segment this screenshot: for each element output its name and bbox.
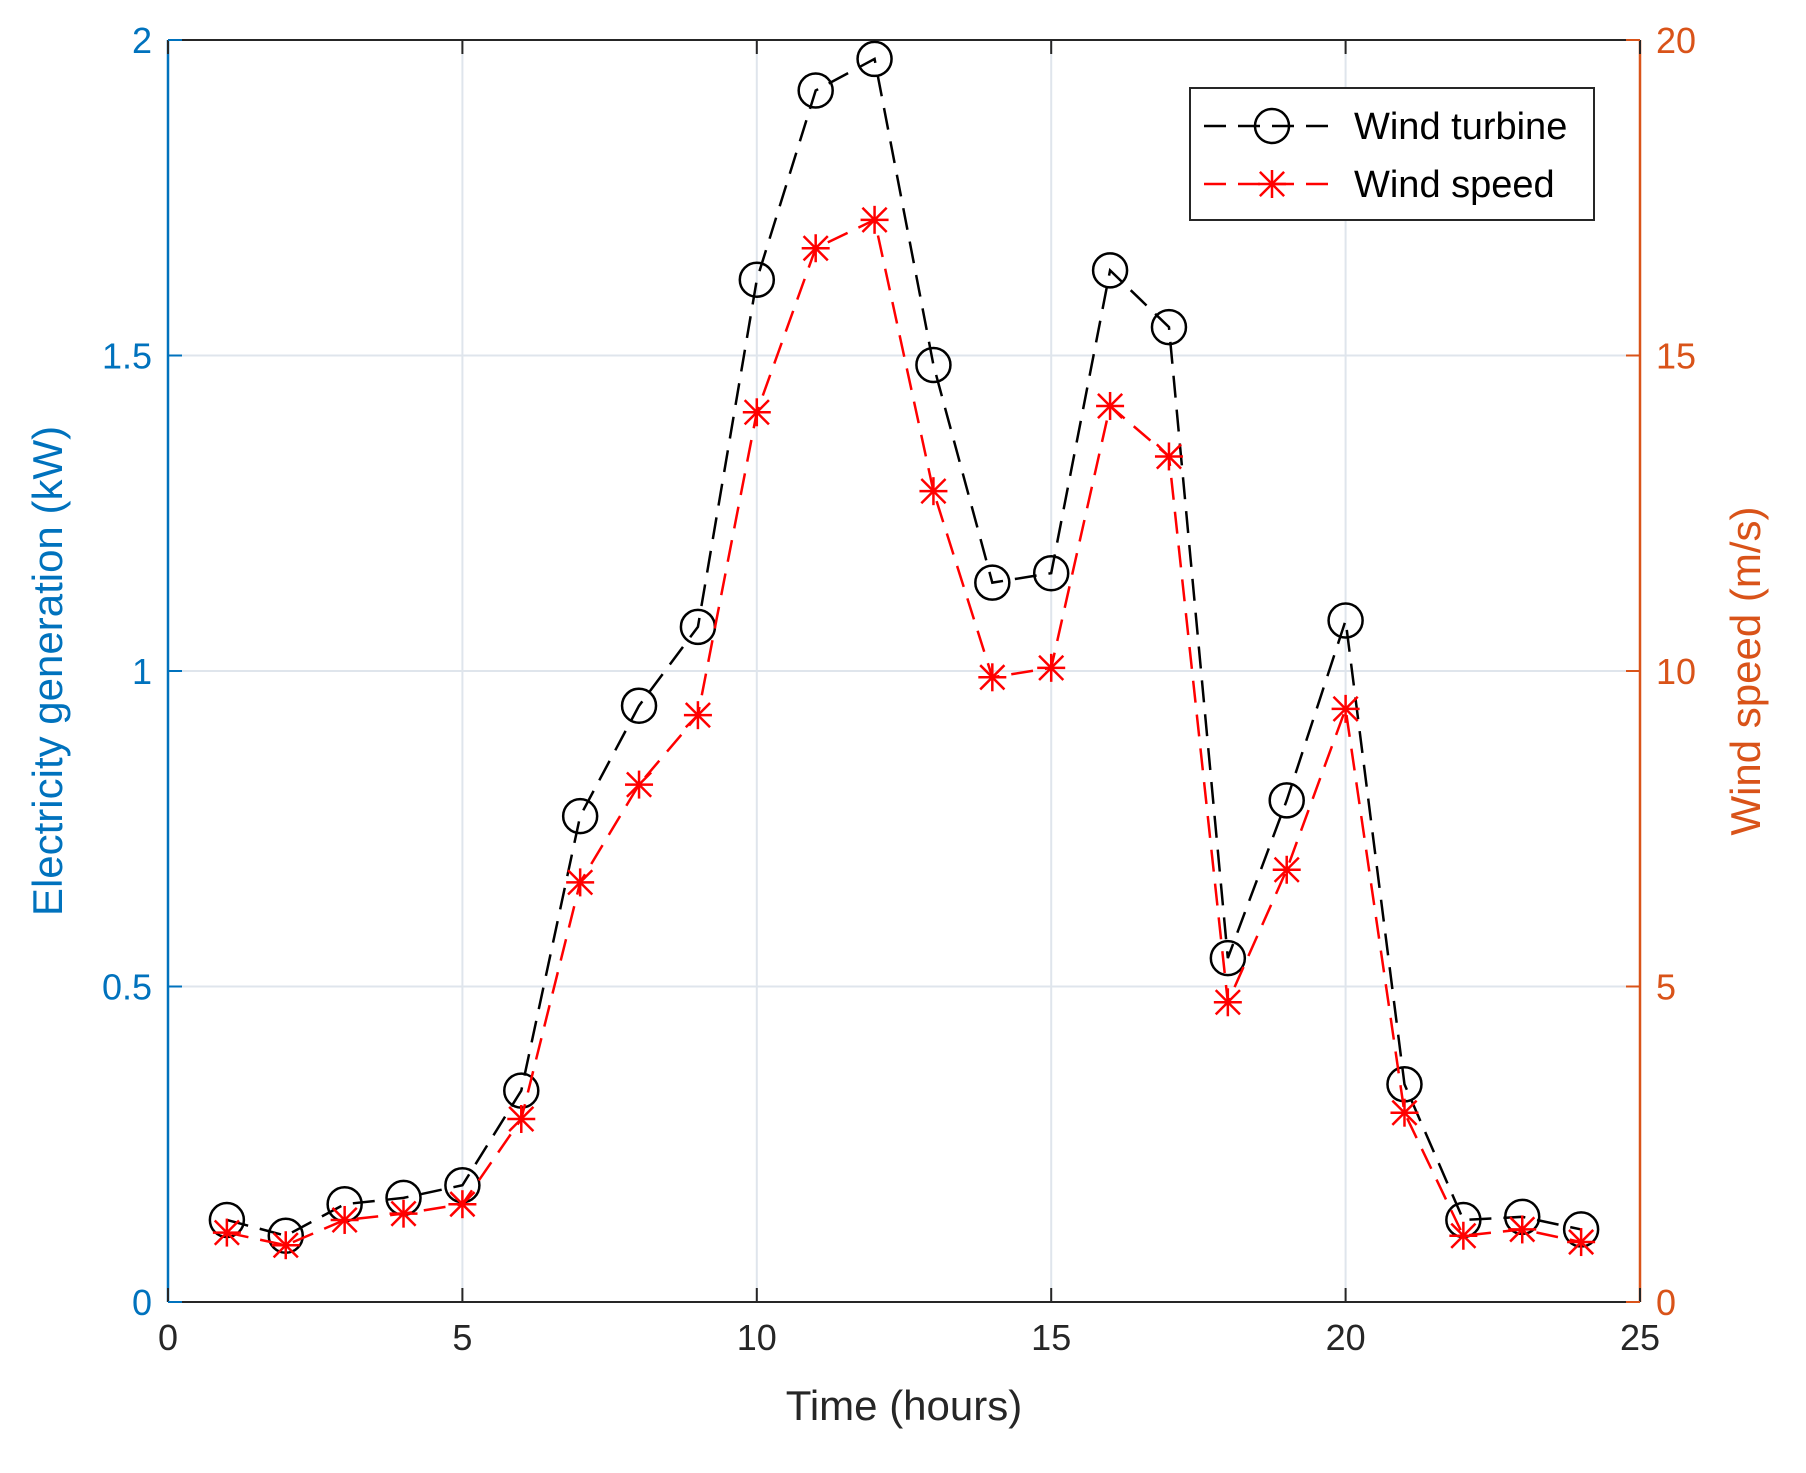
left-tick-label: 0.5 — [102, 967, 152, 1008]
x-tick-label: 5 — [452, 1317, 472, 1358]
asterisk-stroke — [1509, 1216, 1536, 1243]
wind-speed-point — [1449, 1221, 1478, 1250]
asterisk-stroke — [272, 1232, 299, 1259]
wind-speed-point — [860, 205, 889, 234]
legend-label-wind-turbine: Wind turbine — [1354, 106, 1567, 148]
wind-speed-point — [212, 1218, 241, 1247]
wind-turbine-point — [1091, 252, 1129, 289]
wind-speed-point — [507, 1105, 536, 1134]
wind-turbine-point — [738, 261, 776, 299]
right-tick-label: 10 — [1656, 651, 1696, 692]
wind-turbine-point — [1032, 554, 1070, 592]
asterisk-stroke — [508, 1106, 535, 1133]
wind-speed-point — [625, 770, 654, 799]
wind-speed-point — [1037, 653, 1066, 682]
asterisk-stroke — [1332, 695, 1359, 722]
left-tick-label: 0 — [132, 1282, 152, 1323]
asterisk-stroke — [1097, 392, 1124, 419]
right-tick-label: 5 — [1656, 967, 1676, 1008]
wind-speed-point — [1508, 1215, 1537, 1244]
asterisk-stroke — [1450, 1222, 1477, 1249]
asterisk-stroke — [1258, 170, 1286, 198]
wind-speed-point — [801, 234, 830, 263]
wind-speed-point — [330, 1205, 359, 1234]
left-tick-label: 2 — [132, 20, 152, 61]
legend-box — [1189, 87, 1595, 221]
right-tick-label: 15 — [1656, 336, 1696, 377]
asterisk-stroke — [1038, 654, 1065, 681]
asterisk-stroke — [1155, 443, 1182, 470]
legend-label-wind-speed: Wind speed — [1354, 164, 1555, 206]
wind-speed-point — [1154, 442, 1183, 471]
wind-turbine-point — [1150, 308, 1188, 346]
asterisk-stroke — [920, 478, 947, 505]
wind-speed-point — [1390, 1098, 1419, 1127]
asterisk-stroke — [1214, 989, 1241, 1016]
legend-asterisk-marker — [1258, 170, 1286, 198]
asterisk-stroke — [1568, 1229, 1595, 1256]
series — [208, 40, 1600, 1260]
wind-speed-point — [271, 1231, 300, 1260]
right-axis-title: Wind speed (m/s) — [1722, 506, 1769, 835]
wind-speed-point — [389, 1199, 418, 1228]
x-tick-label: 15 — [1031, 1317, 1071, 1358]
asterisk-stroke — [449, 1191, 476, 1218]
wind-turbine-point — [561, 797, 599, 835]
wind-speed-point — [683, 701, 712, 730]
wind-speed-point — [1331, 694, 1360, 723]
asterisk-stroke — [1273, 856, 1300, 883]
wind-turbine-point — [620, 687, 658, 724]
asterisk-stroke — [567, 869, 594, 896]
x-tick-label: 10 — [737, 1317, 777, 1358]
wind-speed-point — [448, 1190, 477, 1219]
wind-turbine-point — [1327, 602, 1364, 639]
asterisk-stroke — [390, 1200, 417, 1227]
x-tick-label: 20 — [1326, 1317, 1366, 1358]
wind-speed-point — [919, 477, 948, 506]
asterisk-stroke — [979, 664, 1006, 691]
asterisk-stroke — [626, 771, 653, 798]
wind-turbine-point — [974, 564, 1011, 601]
wind-speed-point — [566, 868, 595, 897]
right-tick-label: 0 — [1656, 1282, 1676, 1323]
wind-turbine-point — [915, 346, 952, 384]
wind-speed-point — [1096, 391, 1125, 420]
wind-turbine-point — [856, 40, 893, 78]
wind-turbine-point — [797, 72, 834, 109]
wind-speed-line — [226, 218, 1582, 1247]
wind-turbine-point — [1268, 782, 1305, 819]
asterisk-stroke — [743, 399, 770, 426]
wind-speed-point — [742, 398, 771, 427]
asterisk-stroke — [802, 235, 829, 262]
asterisk-stroke — [1391, 1099, 1418, 1126]
right-tick-label: 20 — [1656, 20, 1696, 61]
x-tick-label: 25 — [1620, 1317, 1660, 1358]
legend-circle-marker — [1253, 107, 1291, 145]
asterisk-stroke — [684, 702, 711, 729]
asterisk-stroke — [861, 206, 888, 233]
left-tick-label: 1.5 — [102, 336, 152, 377]
wind-speed-point — [978, 663, 1007, 692]
wind-speed-point — [1272, 855, 1301, 884]
legend: Wind turbine Wind speed — [1189, 87, 1595, 221]
x-axis-title: Time (hours) — [786, 1382, 1022, 1429]
left-axis-title: Electricity generation (kW) — [24, 426, 71, 916]
asterisk-stroke — [331, 1206, 358, 1233]
x-tick-label: 0 — [158, 1317, 178, 1358]
wind-turbine-point — [1209, 939, 1247, 977]
left-tick-label: 1 — [132, 651, 152, 692]
asterisk-stroke — [213, 1219, 240, 1246]
wind-speed-point — [1213, 988, 1242, 1017]
wind-speed-point — [1567, 1228, 1596, 1257]
